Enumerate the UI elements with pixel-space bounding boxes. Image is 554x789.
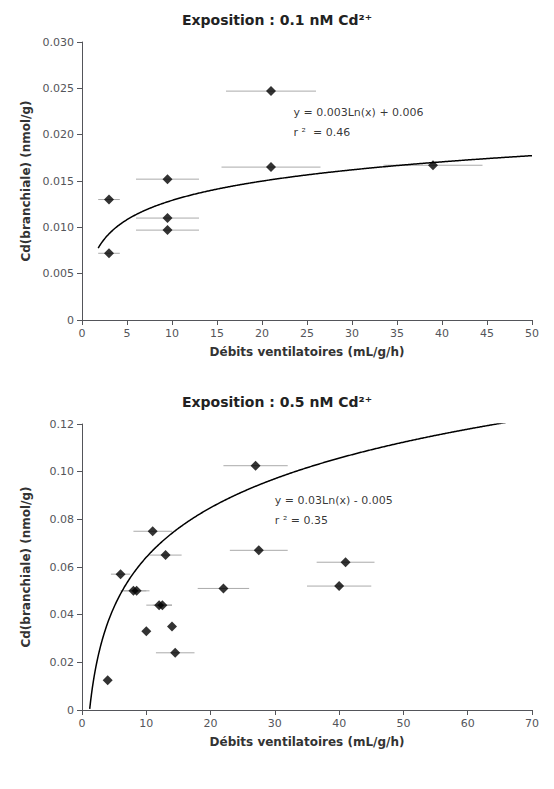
svg-text:40: 40 — [332, 717, 346, 730]
svg-text:45: 45 — [480, 327, 494, 340]
svg-text:10: 10 — [139, 717, 153, 730]
svg-text:50: 50 — [525, 327, 539, 340]
svg-text:y = 0.003Ln(x) + 0.006: y = 0.003Ln(x) + 0.006 — [294, 106, 424, 119]
svg-text:0: 0 — [79, 327, 86, 340]
svg-text:20: 20 — [204, 717, 218, 730]
svg-text:30: 30 — [345, 327, 359, 340]
svg-text:0.025: 0.025 — [43, 82, 75, 95]
svg-text:0.030: 0.030 — [43, 36, 75, 49]
svg-text:0.02: 0.02 — [50, 656, 75, 669]
svg-text:0.015: 0.015 — [43, 175, 75, 188]
svg-text:5: 5 — [124, 327, 131, 340]
svg-text:0: 0 — [67, 314, 74, 327]
svg-text:Débits ventilatoires (mL/g/h): Débits ventilatoires (mL/g/h) — [210, 345, 405, 359]
svg-text:Cd(branchiale) (nmol/g): Cd(branchiale) (nmol/g) — [19, 486, 33, 647]
svg-text:35: 35 — [390, 327, 404, 340]
svg-text:0.08: 0.08 — [50, 513, 75, 526]
svg-text:10: 10 — [165, 327, 179, 340]
svg-text:Débits ventilatoires (mL/g/h): Débits ventilatoires (mL/g/h) — [210, 735, 405, 749]
svg-text:Cd(branchiale) (nmol/g): Cd(branchiale) (nmol/g) — [19, 100, 33, 261]
svg-text:r ² = 0.35: r ² = 0.35 — [275, 514, 328, 527]
svg-text:Exposition : 0.5 nM Cd²⁺: Exposition : 0.5 nM Cd²⁺ — [182, 394, 372, 410]
svg-text:0: 0 — [67, 704, 74, 717]
svg-text:0: 0 — [79, 717, 86, 730]
svg-text:30: 30 — [268, 717, 282, 730]
svg-text:50: 50 — [396, 717, 410, 730]
svg-text:0.12: 0.12 — [50, 418, 75, 431]
svg-text:60: 60 — [461, 717, 475, 730]
svg-text:40: 40 — [435, 327, 449, 340]
svg-text:70: 70 — [525, 717, 539, 730]
svg-text:Exposition : 0.1 nM Cd²⁺: Exposition : 0.1 nM Cd²⁺ — [182, 12, 372, 28]
svg-text:0.010: 0.010 — [43, 221, 75, 234]
svg-text:0.06: 0.06 — [50, 561, 75, 574]
svg-text:0.10: 0.10 — [50, 465, 75, 478]
svg-text:0.020: 0.020 — [43, 128, 75, 141]
svg-text:20: 20 — [255, 327, 269, 340]
svg-text:25: 25 — [300, 327, 314, 340]
svg-text:0.005: 0.005 — [43, 267, 75, 280]
svg-text:r ² = 0.46: r ² = 0.46 — [294, 126, 351, 139]
svg-text:15: 15 — [210, 327, 224, 340]
svg-text:0.04: 0.04 — [50, 608, 75, 621]
svg-text:y = 0.03Ln(x) - 0.005: y = 0.03Ln(x) - 0.005 — [275, 494, 393, 507]
